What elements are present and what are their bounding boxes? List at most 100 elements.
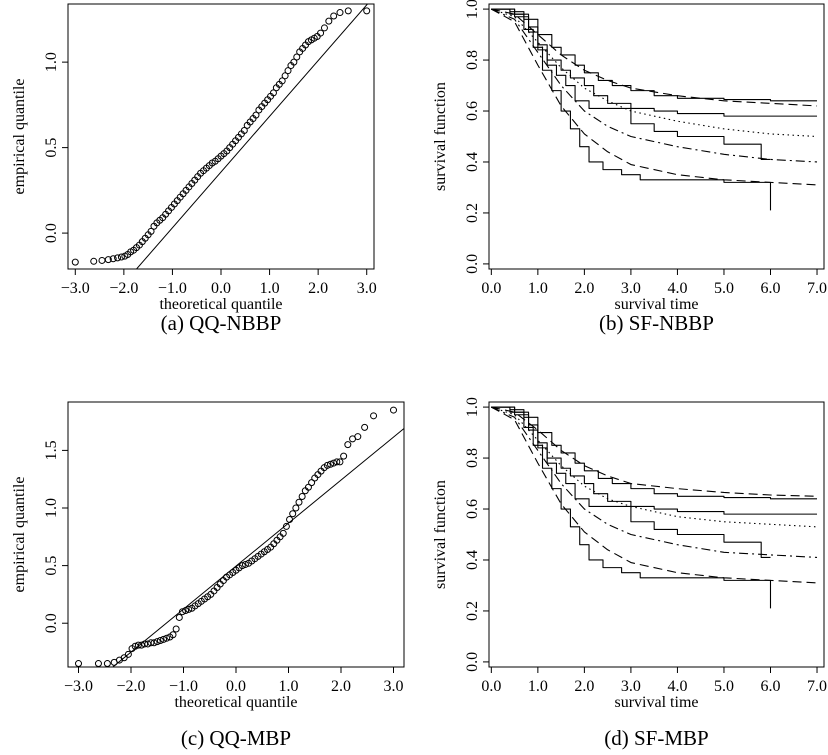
- y-tick-label: 0.8: [464, 50, 481, 70]
- data-point: [344, 7, 352, 15]
- series-line-7: [491, 8, 818, 163]
- data-point: [336, 9, 344, 17]
- data-point: [252, 111, 260, 119]
- data-point: [361, 423, 369, 431]
- data-point: [269, 89, 277, 97]
- data-point: [390, 406, 397, 414]
- x-tick-label: 0.0: [481, 678, 501, 695]
- data-point: [327, 460, 334, 468]
- data-point: [94, 660, 102, 667]
- data-point: [320, 24, 328, 32]
- panel-caption: (a) QQ-NBBP: [161, 311, 282, 335]
- panel-2: 0.0 1.0 2.0 3.0 4.0 5.0 6.0 7.0 0.0 0.2 0.4 0.6 0.8 1…: [432, 0, 827, 335]
- data-point: [317, 29, 325, 37]
- data-point: [185, 605, 193, 613]
- y-axis-label: survival function: [432, 82, 449, 191]
- x-tick-label: 4.0: [667, 280, 687, 297]
- y-tick-label: 0.2: [464, 203, 481, 223]
- data-point: [279, 529, 287, 537]
- series-line-4: [491, 406, 772, 609]
- x-tick-label: −1.0: [169, 678, 198, 695]
- data-point: [150, 639, 158, 647]
- data-point: [292, 504, 300, 512]
- data-point: [286, 516, 294, 524]
- y-tick-label: 0.0: [464, 254, 481, 274]
- data-point: [330, 12, 338, 20]
- data-point: [160, 635, 168, 643]
- series-line-6: [491, 406, 818, 528]
- series-line-2: [491, 406, 818, 515]
- y-axis-label: survival function: [432, 480, 449, 589]
- panel-caption: (b) SF-NBBP: [599, 311, 714, 335]
- data-point: [340, 452, 348, 460]
- x-tick-label: −1.0: [158, 280, 187, 297]
- x-tick-label: −3.0: [64, 678, 93, 695]
- data-point: [354, 433, 362, 441]
- x-tick-label: 3.0: [621, 678, 641, 695]
- data-point: [333, 458, 341, 466]
- series-line-5: [491, 8, 818, 107]
- x-tick-label: 0.0: [211, 280, 231, 297]
- y-tick-label: 1.0: [43, 498, 60, 518]
- plot-frame: [488, 3, 825, 270]
- x-tick-label: 2.0: [574, 280, 594, 297]
- data-point: [156, 637, 164, 644]
- series-line-2: [491, 8, 818, 117]
- x-tick-label: 1.0: [528, 678, 548, 695]
- y-tick-label: 0.0: [43, 223, 60, 243]
- data-point: [109, 255, 117, 263]
- y-tick-label: 0.4: [464, 550, 481, 570]
- data-point: [344, 441, 352, 449]
- data-point: [336, 458, 344, 466]
- x-tick-label: −3.0: [61, 280, 90, 297]
- x-tick-label: 2.0: [331, 678, 351, 695]
- data-point: [98, 256, 106, 264]
- y-tick-label: 1.0: [464, 0, 481, 19]
- x-tick-label: 7.0: [807, 678, 827, 695]
- y-axis-label: empirical quantile: [11, 79, 28, 195]
- data-point: [278, 77, 286, 85]
- data-point: [114, 254, 122, 262]
- data-point: [71, 258, 79, 266]
- data-point: [282, 522, 290, 530]
- data-point: [289, 510, 297, 518]
- x-tick-label: −2.0: [116, 678, 145, 695]
- panel-1: −3.0 −2.0 −1.0 0.0 1.0 2.0 3.00.00.51.0theoret…: [11, 3, 377, 335]
- panel-4: 0.0 1.0 2.0 3.0 4.0 5.0 6.0 7.0 0.0 0.2 0.4 0.6 0.8 1…: [432, 397, 827, 750]
- x-tick-label: 1.0: [260, 280, 280, 297]
- data-point: [284, 67, 292, 75]
- x-tick-label: 4.0: [667, 678, 687, 695]
- y-tick-label: 0.5: [43, 138, 60, 158]
- data-point: [290, 58, 298, 66]
- x-tick-label: 5.0: [714, 280, 734, 297]
- data-point: [163, 634, 171, 642]
- data-point: [124, 650, 132, 658]
- x-tick-label: 1.0: [528, 280, 548, 297]
- y-tick-label: 0.5: [43, 556, 60, 576]
- series-line-6: [491, 8, 818, 138]
- x-axis-label: survival time: [615, 694, 699, 711]
- data-point: [172, 625, 180, 633]
- data-point: [370, 412, 378, 420]
- y-tick-label: 0.0: [43, 613, 60, 633]
- data-point: [120, 654, 128, 662]
- x-tick-label: 5.0: [714, 678, 734, 695]
- x-tick-label: −2.0: [109, 280, 138, 297]
- data-point: [175, 613, 183, 621]
- x-axis-label: theoretical quantile: [159, 296, 282, 313]
- panel-caption: (c) QQ-MBP: [181, 726, 291, 750]
- x-tick-label: 3.0: [384, 678, 404, 695]
- x-tick-label: 2.0: [574, 678, 594, 695]
- x-tick-label: 6.0: [760, 678, 780, 695]
- data-point: [178, 608, 186, 616]
- data-point: [304, 483, 312, 491]
- data-point: [241, 560, 249, 568]
- x-tick-label: 1.0: [279, 678, 299, 695]
- data-point: [281, 72, 289, 80]
- x-tick-label: 6.0: [760, 280, 780, 297]
- reference-line: [135, 4, 369, 269]
- data-point: [75, 660, 82, 667]
- data-point: [117, 253, 125, 261]
- plot-area: [491, 406, 818, 609]
